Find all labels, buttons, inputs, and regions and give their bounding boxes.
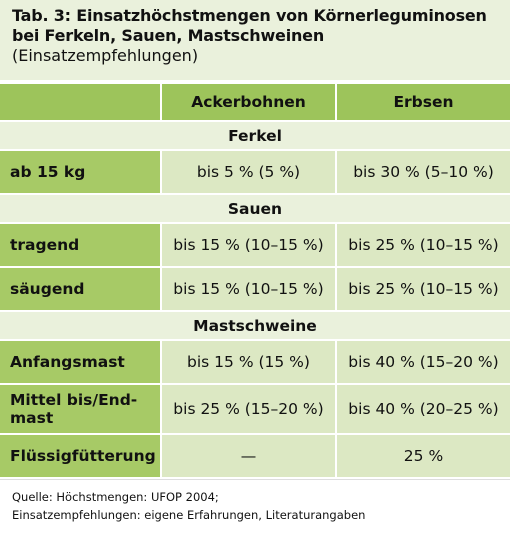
- subtitle: (Einsatzempfehlungen): [12, 46, 199, 65]
- row-label: tragend: [0, 224, 160, 266]
- cell: bis 25 % (10–15 %): [335, 224, 510, 266]
- cell: 25 %: [335, 435, 510, 477]
- table: Ackerbohnen Erbsen Ferkel ab 15 kg bis 5 % (…: [0, 82, 510, 479]
- row-label: Flüssigfütterung: [0, 435, 160, 477]
- section-row: Mastschweine: [0, 312, 510, 339]
- section-title: Mastschweine: [0, 312, 510, 339]
- cell: bis 15 % (15 %): [160, 341, 335, 383]
- data-row: säugend bis 15 % (10–15 %) bis 25 % (10–15…: [0, 268, 510, 310]
- header-row: Ackerbohnen Erbsen: [0, 84, 510, 120]
- title-line: Tab. 3: Einsatzhöchstmengen von Körnerle…: [12, 6, 487, 25]
- row-label: Mittel bis/End- mast: [0, 385, 160, 433]
- header-cell: Ackerbohnen: [160, 84, 335, 120]
- cell: bis 25 % (15–20 %): [160, 385, 335, 433]
- footer-line: Quelle: Höchstmengen: UFOP 2004;: [12, 490, 219, 504]
- header: Tab. 3: Einsatzhöchstmengen von Körnerle…: [0, 0, 510, 80]
- footer-line: Einsatzempfehlungen: eigene Erfahrungen,…: [12, 508, 366, 522]
- section-title: Ferkel: [0, 122, 510, 149]
- row-label: säugend: [0, 268, 160, 310]
- cell: bis 40 % (20–25 %): [335, 385, 510, 433]
- footer: Quelle: Höchstmengen: UFOP 2004; Einsatze…: [0, 479, 510, 524]
- header-cell: Erbsen: [335, 84, 510, 120]
- section-title: Sauen: [0, 195, 510, 222]
- row-label: Anfangsmast: [0, 341, 160, 383]
- section-row: Ferkel: [0, 122, 510, 149]
- data-row: tragend bis 15 % (10–15 %) bis 25 % (10–15…: [0, 224, 510, 266]
- cell: bis 25 % (10–15 %): [335, 268, 510, 310]
- cell: bis 40 % (15–20 %): [335, 341, 510, 383]
- header-cell: [0, 84, 160, 120]
- data-row: ab 15 kg bis 5 % (5 %) bis 30 % (5–10 %): [0, 151, 510, 193]
- cell: bis 30 % (5–10 %): [335, 151, 510, 193]
- data-row: Anfangsmast bis 15 % (15 %) bis 40 % (15–2…: [0, 341, 510, 383]
- title-line: bei Ferkeln, Sauen, Mastschweinen: [12, 26, 325, 45]
- section-row: Sauen: [0, 195, 510, 222]
- data-row: Mittel bis/End- mast bis 25 % (15–20 %) bi…: [0, 385, 510, 433]
- cell: bis 15 % (10–15 %): [160, 224, 335, 266]
- cell: bis 15 % (10–15 %): [160, 268, 335, 310]
- row-label: ab 15 kg: [0, 151, 160, 193]
- data-row: Flüssigfütterung —25 %: [0, 435, 510, 477]
- cell: —: [160, 435, 335, 477]
- cell: bis 5 % (5 %): [160, 151, 335, 193]
